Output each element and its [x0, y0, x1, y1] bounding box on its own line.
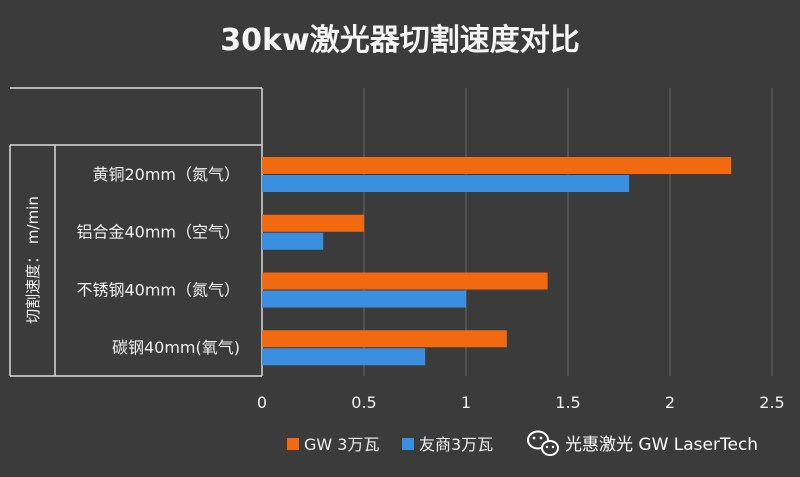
bar-gw: [262, 330, 507, 348]
y-axis-title: 切割速度： m/min: [24, 196, 42, 324]
legend-label-gw: GW 3万瓦: [304, 435, 380, 454]
bars-group: [262, 157, 732, 366]
x-tick-label: 1.5: [555, 393, 580, 412]
wechat-icon: [527, 430, 559, 456]
bar-competitor: [262, 232, 324, 250]
category-label: 铝合金40mm（空气）: [76, 223, 240, 242]
legend-swatch-gw: [287, 438, 299, 450]
x-tick-label: 0.5: [351, 393, 376, 412]
bar-gw: [262, 272, 548, 290]
x-tick-label: 2: [665, 393, 675, 412]
watermark: 光惠激光 GW LaserTech: [527, 430, 758, 456]
bar-gw: [262, 157, 732, 174]
bar-competitor: [262, 175, 630, 192]
bar-gw: [262, 214, 364, 232]
legend-swatch-competitor: [402, 438, 414, 450]
category-label: 不锈钢40mm（氮气）: [76, 280, 240, 299]
x-tick-label: 1: [461, 393, 471, 412]
legend: GW 3万瓦 友商3万瓦: [287, 435, 493, 454]
category-labels: 黄铜20mm（氮气） 铝合金40mm（空气） 不锈钢40mm（氮气） 碳钢40mm(氧…: [76, 165, 240, 357]
bar-competitor: [262, 290, 466, 308]
category-table-frame: [9, 87, 263, 377]
legend-label-competitor: 友商3万瓦: [419, 435, 493, 454]
watermark-text: 光惠激光 GW LaserTech: [565, 435, 758, 455]
category-label: 黄铜20mm（氮气）: [92, 165, 240, 184]
chart-title: 30kw激光器切割速度对比: [220, 23, 579, 58]
x-tick-label: 2.5: [759, 393, 784, 412]
x-tick-label: 0: [257, 393, 267, 412]
bar-competitor: [262, 348, 426, 366]
x-tick-labels: 0 0.5 1 1.5 2 2.5: [257, 393, 785, 412]
category-label: 碳钢40mm(氧气): [112, 338, 240, 357]
